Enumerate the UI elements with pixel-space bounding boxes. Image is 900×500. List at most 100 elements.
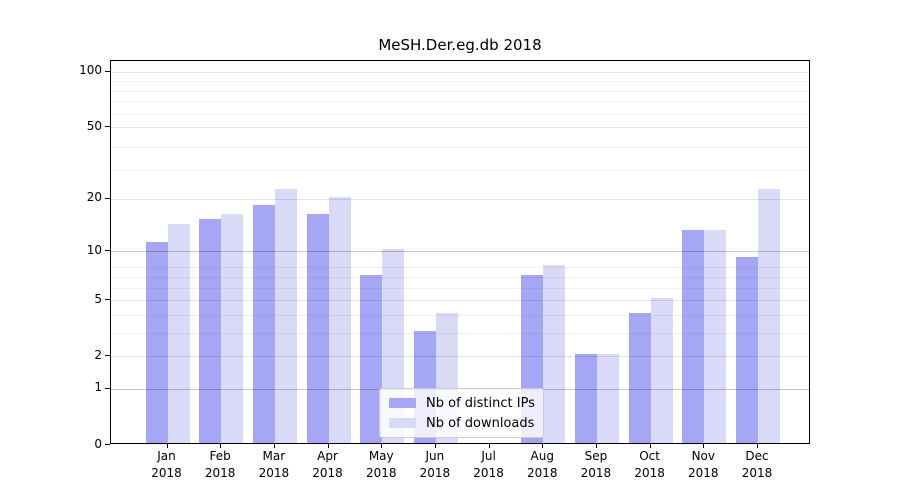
x-axis-tick-label: Nov 2018 bbox=[675, 448, 731, 482]
y-axis-tick-label: 50 bbox=[86, 118, 102, 133]
x-tick-year: 2018 bbox=[312, 466, 343, 480]
y-axis-tick-mark bbox=[105, 444, 110, 445]
y-axis-tick-label: 20 bbox=[86, 190, 102, 205]
bar-distinct-ips-oct bbox=[628, 312, 651, 443]
x-axis-tick-label: Jan 2018 bbox=[139, 448, 195, 482]
gridline bbox=[111, 91, 809, 92]
y-axis-tick-label: 2 bbox=[94, 347, 102, 362]
x-tick-month: Jun bbox=[425, 449, 445, 463]
y-axis-tick-mark bbox=[105, 388, 110, 389]
x-axis-tick-label: Apr 2018 bbox=[300, 448, 356, 482]
bar-distinct-ips-mar bbox=[252, 204, 275, 443]
gridline bbox=[111, 277, 809, 278]
x-tick-month: Oct bbox=[639, 449, 660, 463]
y-axis-tick-label: 5 bbox=[94, 291, 102, 306]
gridline bbox=[111, 315, 809, 316]
x-axis-tick-label: Jul 2018 bbox=[461, 448, 517, 482]
bar-downloads-jan bbox=[167, 224, 190, 443]
x-tick-month: Jul bbox=[481, 449, 496, 463]
y-axis-tick-label: 0 bbox=[94, 436, 102, 451]
x-axis-tick-mark bbox=[757, 444, 758, 448]
gridline bbox=[111, 333, 809, 334]
gridline bbox=[111, 288, 809, 289]
y-axis-tick-mark bbox=[105, 250, 110, 251]
x-axis-tick-label: Sep 2018 bbox=[568, 448, 624, 482]
x-tick-year: 2018 bbox=[365, 466, 397, 480]
x-axis-tick-mark bbox=[381, 444, 382, 448]
y-axis-tick-label: 1 bbox=[94, 380, 102, 395]
legend-swatch-downloads bbox=[389, 418, 416, 428]
bar-distinct-ips-apr bbox=[306, 213, 329, 443]
bar-distinct-ips-feb bbox=[199, 218, 222, 443]
x-tick-year: 2018 bbox=[634, 466, 665, 480]
gridline bbox=[111, 170, 809, 171]
bar-downloads-oct bbox=[650, 298, 673, 443]
bar-distinct-ips-jan bbox=[145, 242, 168, 443]
bar-distinct-ips-dec bbox=[735, 256, 758, 443]
plot-area bbox=[110, 60, 810, 444]
bar-downloads-mar bbox=[274, 189, 297, 443]
bar-distinct-ips-sep bbox=[574, 354, 597, 443]
bar-downloads-sep bbox=[596, 354, 619, 443]
x-axis-tick-label: Mar 2018 bbox=[246, 448, 302, 482]
x-axis-tick-mark bbox=[220, 444, 221, 448]
x-tick-year: 2018 bbox=[204, 466, 236, 480]
x-tick-year: 2018 bbox=[741, 466, 773, 480]
x-tick-year: 2018 bbox=[258, 466, 290, 480]
bar-downloads-apr bbox=[328, 196, 351, 443]
x-axis-tick-mark bbox=[167, 444, 168, 448]
gridline bbox=[111, 267, 809, 268]
x-tick-month: Feb bbox=[209, 449, 231, 463]
y-axis-tick-label: 10 bbox=[86, 242, 102, 257]
gridline bbox=[111, 356, 809, 357]
legend-swatch-distinct-ips bbox=[389, 398, 416, 408]
x-axis-tick-label: Feb 2018 bbox=[192, 448, 248, 482]
gridline bbox=[111, 300, 809, 301]
x-axis-tick-label: Aug 2018 bbox=[514, 448, 570, 482]
gridline bbox=[111, 251, 809, 252]
x-axis-tick-mark bbox=[328, 444, 329, 448]
x-axis-tick-label: Dec 2018 bbox=[729, 448, 785, 482]
x-tick-month: May bbox=[368, 449, 394, 463]
x-axis-tick-mark bbox=[274, 444, 275, 448]
x-axis-tick-label: May 2018 bbox=[353, 448, 409, 482]
x-tick-month: Mar bbox=[262, 449, 286, 463]
x-tick-month: Apr bbox=[317, 449, 338, 463]
x-tick-month: Nov bbox=[691, 449, 715, 463]
bar-distinct-ips-may bbox=[360, 274, 383, 443]
bar-distinct-ips-nov bbox=[682, 229, 705, 443]
x-axis-tick-mark bbox=[542, 444, 543, 448]
x-tick-year: 2018 bbox=[526, 466, 558, 480]
bar-downloads-nov bbox=[704, 229, 727, 443]
x-axis-tick-mark bbox=[650, 444, 651, 448]
x-axis-tick-mark bbox=[703, 444, 704, 448]
x-tick-month: Sep bbox=[584, 449, 608, 463]
y-axis-tick-mark bbox=[105, 355, 110, 356]
gridline bbox=[111, 72, 809, 73]
gridline bbox=[111, 114, 809, 115]
gridline bbox=[111, 127, 809, 128]
legend-item-downloads: Nb of downloads bbox=[389, 413, 534, 433]
y-axis-tick-mark bbox=[105, 198, 110, 199]
x-axis-tick-mark bbox=[596, 444, 597, 448]
gridline bbox=[111, 147, 809, 148]
x-axis-tick-label: Oct 2018 bbox=[622, 448, 678, 482]
x-tick-month: Jan bbox=[157, 449, 176, 463]
legend: Nb of distinct IPs Nb of downloads bbox=[379, 388, 544, 438]
x-tick-year: 2018 bbox=[580, 466, 612, 480]
legend-item-distinct-ips: Nb of distinct IPs bbox=[389, 393, 535, 413]
x-tick-year: 2018 bbox=[688, 466, 719, 480]
x-axis-tick-label: Jun 2018 bbox=[407, 448, 463, 482]
y-axis-tick-mark bbox=[105, 299, 110, 300]
x-tick-month: Dec bbox=[745, 449, 769, 463]
y-axis-tick-label: 100 bbox=[79, 63, 102, 78]
legend-label-distinct-ips: Nb of distinct IPs bbox=[426, 395, 535, 411]
y-axis-tick-mark bbox=[105, 126, 110, 127]
gridline bbox=[111, 101, 809, 102]
chart-title: MeSH.Der.eg.db 2018 bbox=[378, 36, 542, 54]
legend-label-downloads: Nb of downloads bbox=[426, 415, 535, 431]
bar-downloads-aug bbox=[543, 265, 566, 443]
x-tick-year: 2018 bbox=[419, 466, 451, 480]
x-tick-year: 2018 bbox=[473, 466, 504, 480]
